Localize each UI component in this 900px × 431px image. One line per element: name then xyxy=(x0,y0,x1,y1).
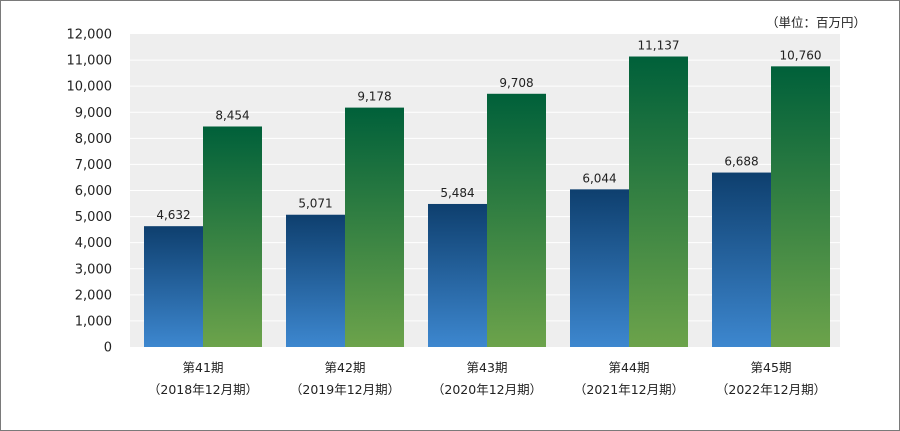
y-tick-label: 10,000 xyxy=(67,80,113,95)
bar xyxy=(712,172,771,347)
data-label: 9,178 xyxy=(357,90,391,104)
data-label: 6,688 xyxy=(724,155,758,169)
category-label: 第43期 xyxy=(467,360,508,375)
category-label: 第45期 xyxy=(751,360,792,375)
data-label: 11,137 xyxy=(638,39,680,53)
unit-label: （単位：百万円） xyxy=(766,15,867,30)
category-sublabel: （2021年12月期） xyxy=(574,382,684,397)
data-label: 5,071 xyxy=(298,197,332,211)
bar xyxy=(203,126,262,347)
category-label: 第44期 xyxy=(609,360,650,375)
bar xyxy=(629,56,688,347)
data-label: 9,708 xyxy=(499,76,533,90)
bars xyxy=(144,56,830,348)
category-sublabel: （2019年12月期） xyxy=(290,382,400,397)
y-tick-label: 0 xyxy=(104,341,112,356)
y-tick-label: 8,000 xyxy=(75,132,112,147)
y-tick-label: 12,000 xyxy=(67,28,113,43)
y-tick-label: 5,000 xyxy=(75,210,112,225)
data-labels: 4,632 8,454 5,071 9,178 5,484 9,708 6,044 11,13… xyxy=(156,39,821,223)
y-tick-label: 4,000 xyxy=(75,236,112,251)
y-axis-ticks: 0 1,000 2,000 3,000 4,000 5,000 6,000 7,000 8,00… xyxy=(67,28,113,356)
bar xyxy=(428,203,487,347)
data-label: 6,044 xyxy=(582,171,616,185)
y-tick-label: 11,000 xyxy=(67,54,113,69)
category-sublabel: （2022年12月期） xyxy=(716,382,826,397)
data-label: 5,484 xyxy=(440,186,474,200)
bar xyxy=(286,214,345,347)
data-label: 8,454 xyxy=(215,108,249,122)
y-tick-label: 7,000 xyxy=(75,158,112,173)
y-tick-label: 6,000 xyxy=(75,184,112,199)
y-tick-label: 9,000 xyxy=(75,106,112,121)
bar xyxy=(570,189,629,347)
category-sublabel: （2018年12月期） xyxy=(148,382,258,397)
bar xyxy=(345,107,404,347)
x-axis-categories: 第41期 （2018年12月期） 第42期 （2019年12月期） 第43期 （2020年… xyxy=(148,360,826,397)
category-label: 第41期 xyxy=(183,360,224,375)
data-label: 10,760 xyxy=(780,48,822,62)
y-tick-label: 3,000 xyxy=(75,262,112,277)
bar xyxy=(487,93,546,348)
category-label: 第42期 xyxy=(325,360,366,375)
y-tick-label: 1,000 xyxy=(75,314,112,329)
data-label: 4,632 xyxy=(156,208,190,222)
category-sublabel: （2020年12月期） xyxy=(432,382,542,397)
y-tick-label: 2,000 xyxy=(75,288,112,303)
bar xyxy=(771,66,830,348)
bar xyxy=(144,226,203,347)
